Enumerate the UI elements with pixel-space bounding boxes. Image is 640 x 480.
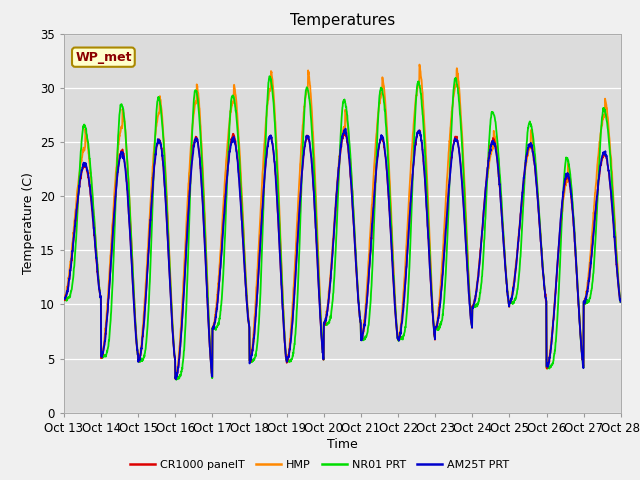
AM25T PRT bbox=[568, 196, 575, 202]
CR1000 panelT bbox=[584, 288, 591, 294]
NR01 PRT bbox=[504, 299, 512, 305]
AM25T PRT bbox=[172, 376, 180, 382]
Line: AM25T PRT: AM25T PRT bbox=[64, 129, 621, 379]
Line: NR01 PRT: NR01 PRT bbox=[64, 76, 621, 380]
NR01 PRT bbox=[617, 299, 625, 305]
Line: CR1000 panelT: CR1000 panelT bbox=[64, 131, 621, 379]
HMP bbox=[584, 283, 591, 288]
NR01 PRT bbox=[173, 377, 180, 383]
NR01 PRT bbox=[371, 199, 379, 204]
Text: WP_met: WP_met bbox=[75, 51, 132, 64]
CR1000 panelT bbox=[504, 297, 512, 303]
AM25T PRT bbox=[371, 184, 379, 190]
NR01 PRT bbox=[568, 189, 575, 195]
Title: Temperatures: Temperatures bbox=[290, 13, 395, 28]
CR1000 panelT bbox=[172, 376, 179, 382]
AM25T PRT bbox=[359, 330, 367, 336]
Y-axis label: Temperature (C): Temperature (C) bbox=[22, 172, 35, 274]
NR01 PRT bbox=[60, 298, 68, 303]
HMP bbox=[415, 61, 423, 67]
X-axis label: Time: Time bbox=[327, 438, 358, 451]
AM25T PRT bbox=[584, 288, 591, 294]
AM25T PRT bbox=[60, 296, 68, 302]
NR01 PRT bbox=[216, 315, 223, 321]
AM25T PRT bbox=[342, 126, 349, 132]
HMP bbox=[617, 299, 625, 305]
CR1000 panelT bbox=[617, 298, 625, 303]
NR01 PRT bbox=[359, 337, 367, 343]
CR1000 panelT bbox=[371, 188, 378, 193]
CR1000 panelT bbox=[568, 201, 575, 207]
Legend: CR1000 panelT, HMP, NR01 PRT, AM25T PRT: CR1000 panelT, HMP, NR01 PRT, AM25T PRT bbox=[126, 456, 514, 474]
HMP bbox=[371, 157, 378, 163]
CR1000 panelT bbox=[358, 334, 366, 340]
CR1000 panelT bbox=[416, 128, 424, 133]
CR1000 panelT bbox=[216, 277, 223, 283]
NR01 PRT bbox=[266, 73, 273, 79]
HMP bbox=[358, 330, 366, 336]
HMP bbox=[60, 294, 68, 300]
HMP bbox=[172, 376, 179, 382]
Line: HMP: HMP bbox=[64, 64, 621, 379]
AM25T PRT bbox=[617, 299, 625, 305]
HMP bbox=[568, 195, 575, 201]
HMP bbox=[504, 298, 512, 304]
CR1000 panelT bbox=[60, 297, 68, 302]
AM25T PRT bbox=[504, 297, 512, 303]
HMP bbox=[216, 263, 223, 269]
AM25T PRT bbox=[216, 278, 223, 284]
NR01 PRT bbox=[584, 297, 591, 303]
